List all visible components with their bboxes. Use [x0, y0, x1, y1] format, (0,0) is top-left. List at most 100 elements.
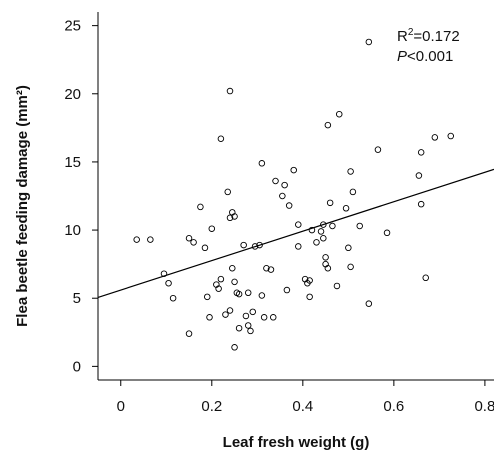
data-point [320, 235, 327, 242]
data-point [263, 264, 270, 272]
data-point [160, 270, 168, 277]
data-point [417, 149, 425, 156]
data-point [231, 278, 238, 286]
x-tick-label: 0.4 [292, 398, 313, 415]
data-point [244, 289, 252, 297]
data-point [335, 110, 343, 118]
data-point [226, 307, 234, 314]
data-point [295, 243, 302, 250]
data-point [190, 239, 197, 246]
data-point [251, 243, 259, 250]
data-point [356, 222, 363, 230]
data-point [244, 322, 252, 329]
data-point [215, 285, 222, 292]
y-tick-label: 15 [64, 154, 81, 171]
data-point [295, 221, 302, 228]
data-point [197, 203, 204, 211]
data-point [208, 225, 216, 232]
x-axis-label: Leaf fresh weight (g) [223, 434, 370, 451]
data-point [317, 228, 325, 235]
data-point [258, 160, 266, 167]
data-point [365, 300, 373, 307]
x-tick-label: 0.8 [474, 398, 494, 415]
data-point [324, 121, 332, 129]
data-point [206, 314, 213, 321]
data-point [203, 293, 211, 301]
data-point [272, 177, 279, 185]
data-point [347, 263, 354, 271]
data-point [345, 244, 352, 252]
r2-prefix: R [397, 28, 408, 45]
plot-area: 0 5 10 15 20 25 0 0.2 0.4 0.6 0.8 [64, 12, 494, 415]
y-tick-label: 0 [73, 358, 81, 375]
r-squared-annotation: R2=0.172 [397, 27, 460, 45]
data-point [235, 290, 243, 298]
x-tick-label: 0.2 [201, 398, 222, 415]
data-point [290, 166, 297, 174]
data-point [374, 146, 382, 153]
data-point [224, 188, 231, 196]
p-value: <0.001 [407, 48, 453, 65]
data-point [431, 134, 439, 141]
y-tick-label: 25 [64, 18, 81, 35]
data-point [260, 314, 268, 321]
data-point [279, 192, 286, 200]
data-point [217, 135, 225, 143]
data-point [365, 38, 373, 46]
data-point [231, 213, 238, 220]
data-point [185, 235, 193, 242]
p-value-annotation: P<0.001 [397, 48, 453, 65]
data-point [249, 308, 257, 316]
data-point [313, 239, 320, 246]
data-point [169, 294, 177, 302]
data-point [283, 286, 291, 294]
r2-superscript: 2 [408, 27, 414, 38]
data-point [326, 199, 334, 207]
r2-value: =0.172 [413, 28, 459, 45]
data-point [258, 292, 266, 299]
data-point [285, 202, 293, 209]
data-point [417, 200, 425, 208]
y-tick-label: 20 [64, 86, 81, 103]
data-point [306, 293, 313, 301]
data-point [165, 279, 172, 287]
data-point [320, 221, 327, 228]
data-point [267, 266, 275, 273]
data-point [226, 214, 234, 222]
data-point [240, 241, 247, 249]
data-point [342, 205, 350, 212]
data-point [329, 222, 336, 230]
data-point [226, 87, 234, 95]
y-axis-label: Flea beetle feeding damage (mm²) [14, 85, 31, 327]
data-point [308, 226, 316, 234]
data-point [256, 241, 263, 249]
x-tick-label: 0 [117, 398, 125, 415]
data-point [281, 181, 288, 189]
data-point [185, 330, 193, 337]
data-point [269, 314, 277, 321]
data-point [422, 274, 429, 282]
y-tick-label: 10 [64, 222, 81, 239]
data-point [447, 132, 455, 140]
data-point [247, 327, 254, 335]
data-point [231, 344, 238, 351]
data-point [322, 254, 329, 261]
data-point [222, 311, 229, 318]
x-tick-label: 0.6 [383, 398, 404, 415]
data-point [242, 312, 250, 320]
data-point [217, 275, 225, 283]
data-point [133, 236, 140, 243]
data-point [201, 244, 209, 252]
regression-line [97, 168, 494, 298]
data-point [333, 282, 341, 290]
data-point [383, 229, 391, 237]
data-point [306, 277, 313, 284]
data-point [324, 264, 332, 272]
data-point [229, 264, 236, 272]
data-point [349, 188, 357, 196]
data-point [235, 324, 243, 332]
data-point [147, 236, 154, 243]
p-label: P [397, 48, 407, 65]
data-point [415, 172, 423, 179]
